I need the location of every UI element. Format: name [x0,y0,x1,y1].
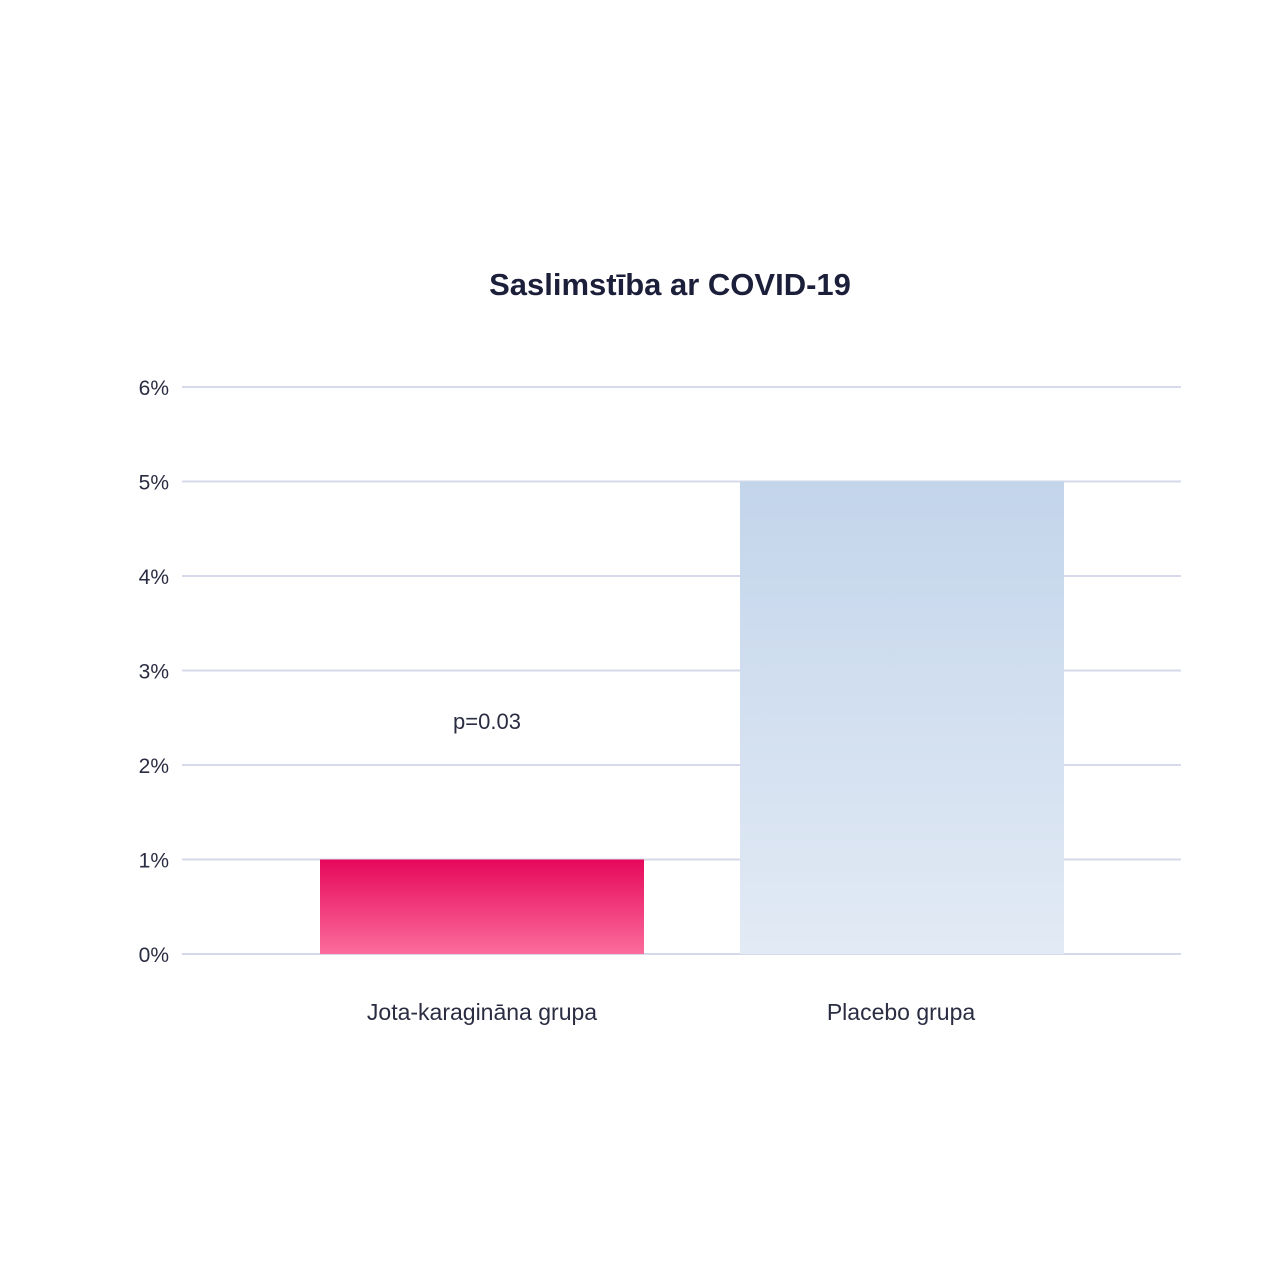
y-tick-label: 3% [139,661,169,684]
y-tick-label: 5% [139,472,169,495]
y-tick-label: 0% [139,944,169,967]
bar-jota-karaginana [320,859,644,954]
y-tick-label: 4% [139,566,169,589]
bar-placebo [740,481,1064,954]
y-tick-label: 2% [139,755,169,778]
p-value-annotation: p=0.03 [453,709,521,734]
y-tick-label: 6% [139,377,169,400]
x-axis-labels: Jota-karagināna grupa Placebo grupa [367,999,975,1025]
bars [320,481,1064,954]
y-tick-label: 1% [139,850,169,873]
x-category-label: Jota-karagināna grupa [367,999,597,1025]
chart-title: Saslimstība ar COVID-19 [489,267,851,302]
y-axis-ticks: 0% 1% 2% 3% 4% 5% 6% [139,377,169,967]
x-category-label: Placebo grupa [827,999,976,1025]
